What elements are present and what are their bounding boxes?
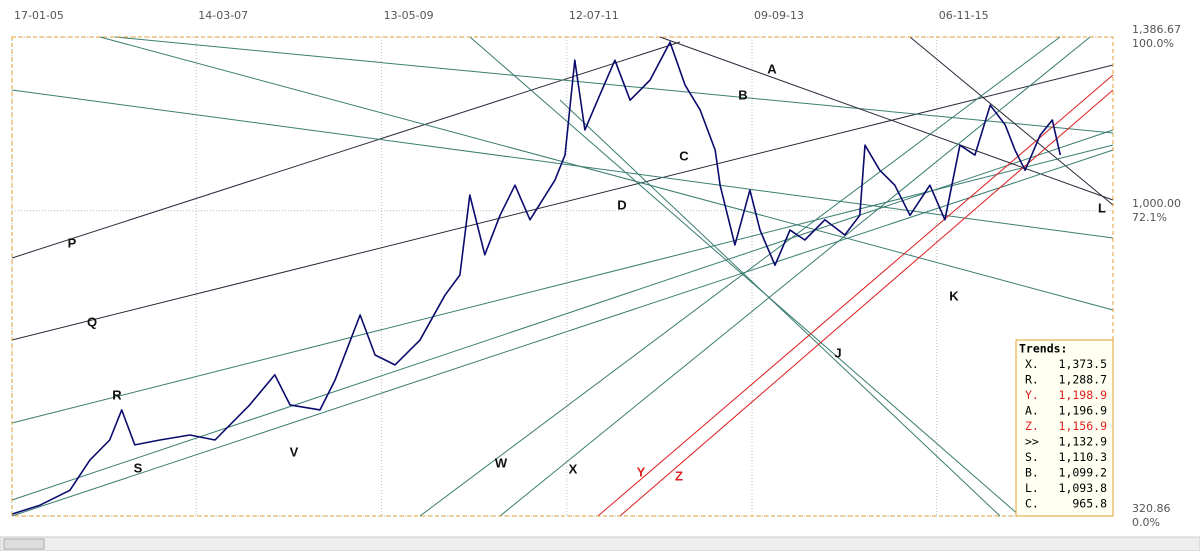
trend-row-label: C. <box>1025 497 1039 511</box>
trend-row-value: 1,373.5 <box>1059 357 1107 371</box>
trend-row-label: Y. <box>1025 388 1039 402</box>
trend-row-value: 1,093.8 <box>1059 481 1108 495</box>
trend-line <box>659 36 1114 201</box>
price-line <box>11 41 1062 515</box>
trend-line <box>619 89 1114 517</box>
trend-row-label: B. <box>1025 466 1039 480</box>
x-tick-label: 13-05-09 <box>384 9 434 22</box>
trend-line <box>469 36 1021 517</box>
trend-label: P <box>68 235 77 250</box>
trend-row-label: >> <box>1025 435 1039 449</box>
trend-row-label: A. <box>1025 404 1039 418</box>
x-tick-label: 17-01-05 <box>14 9 64 22</box>
trend-row-value: 1,198.9 <box>1059 388 1108 402</box>
trends-title: Trends: <box>1019 342 1067 356</box>
trend-line <box>559 99 1001 517</box>
y-tick-label: 1,000.00 <box>1132 197 1181 210</box>
trend-row-value: 1,156.9 <box>1059 419 1108 433</box>
x-tick-label: 09-09-13 <box>754 9 804 22</box>
trend-label: S <box>134 460 143 475</box>
trend-label: W <box>495 455 508 470</box>
trend-row-label: Z. <box>1025 419 1039 433</box>
trend-line <box>909 36 1114 206</box>
trend-label: L <box>1098 200 1106 215</box>
trends-box: Trends:X. 1,373.5 R. 1,288.7 Y. 1,198.9 A. 1,19… <box>1015 339 1114 517</box>
trend-row-value: 1,288.7 <box>1059 373 1108 387</box>
trend-row-value: 965.8 <box>1072 497 1107 511</box>
trend-row-value: 1,196.9 <box>1059 404 1108 418</box>
trend-label: B <box>738 87 747 102</box>
trends-box-bg <box>1015 339 1114 517</box>
y-tick-percent-label: 0.0% <box>1132 516 1160 529</box>
trend-line <box>99 36 1114 311</box>
trend-line <box>11 64 1114 341</box>
y-tick-label: 1,386.67 <box>1132 23 1181 36</box>
trend-label: Y <box>637 464 646 479</box>
trend-row-value: 1,099.2 <box>1059 466 1107 480</box>
trend-line <box>597 74 1114 517</box>
x-tick-label: 06-11-15 <box>939 9 989 22</box>
trend-label: R <box>112 387 122 402</box>
trend-row-value: 1,132.9 <box>1059 435 1108 449</box>
trend-label: Z <box>675 468 683 483</box>
trend-label: V <box>290 444 299 459</box>
y-tick-label: 320.86 <box>1132 502 1171 515</box>
trend-line <box>11 144 1114 424</box>
trend-label: A <box>767 61 777 76</box>
trend-label: X <box>569 461 578 476</box>
x-tick-label: 14-03-07 <box>198 9 248 22</box>
trend-row-label: R. <box>1025 373 1039 387</box>
trend-label: C <box>679 148 689 163</box>
trend-row-value: 1,110.3 <box>1059 450 1108 464</box>
y-tick-percent-label: 100.0% <box>1132 37 1174 50</box>
trend-label: K <box>949 288 959 303</box>
trend-line <box>11 149 1114 517</box>
y-tick-percent-label: 72.1% <box>1132 211 1167 224</box>
plot-frame <box>11 36 1114 517</box>
trend-row-label: S. <box>1025 450 1039 464</box>
trend-line <box>11 129 1114 501</box>
scrollbar[interactable] <box>0 536 1200 552</box>
trend-row-label: L. <box>1025 481 1039 495</box>
trend-line <box>419 36 1061 517</box>
trend-line <box>114 36 1114 134</box>
trend-line <box>11 41 681 259</box>
trend-line <box>499 36 1091 517</box>
trend-row-label: X. <box>1025 357 1039 371</box>
trend-lines <box>11 36 1114 517</box>
trend-line <box>11 89 1114 239</box>
trend-label: J <box>834 345 841 360</box>
trend-label: Q <box>87 314 97 329</box>
trend-label: D <box>617 197 626 212</box>
x-tick-label: 12-07-11 <box>569 9 619 22</box>
scrollbar-thumb[interactable] <box>3 538 45 550</box>
